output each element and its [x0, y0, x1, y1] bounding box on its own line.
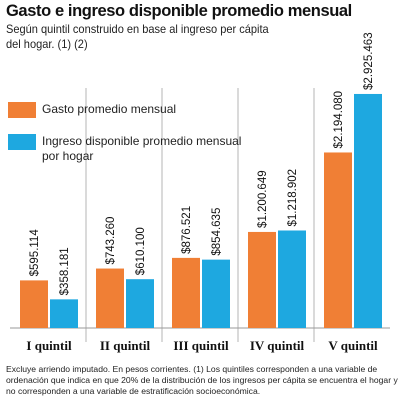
bar-ingreso-q3 [202, 259, 230, 328]
data-label-ingreso-q3: $854.635 [211, 208, 223, 256]
data-label-gasto-q3: $876.521 [181, 206, 193, 254]
bar-ingreso-q2 [126, 279, 154, 328]
bar-ingreso-q5 [354, 93, 382, 329]
legend-label-gasto: Gasto promedio mensual [42, 102, 177, 116]
bar-plot: $595.114 $358.181 I quintil $743.260 $610.10… [10, 32, 390, 353]
data-label-gasto-q4: $1.200.649 [257, 170, 269, 228]
data-label-ingreso-q4: $1.218.902 [287, 169, 299, 227]
data-label-gasto-q5: $2.194.080 [333, 91, 345, 149]
category-label-q3: III quintil [173, 338, 229, 353]
bar-gasto-q1 [20, 280, 48, 328]
legend-swatch-gasto [8, 102, 36, 118]
category-label-q2: II quintil [100, 338, 151, 353]
legend-swatch-ingreso [8, 134, 36, 150]
category-label-q5: V quintil [328, 338, 378, 353]
chart-subtitle: Según quintil construido en base al ingr… [6, 22, 269, 51]
bar-gasto-q3 [172, 257, 200, 328]
bar-ingreso-q1 [50, 299, 78, 328]
footnote: Excluye arriendo imputado. En pesos corr… [6, 364, 398, 396]
data-label-ingreso-q1: $358.181 [59, 247, 71, 295]
bar-ingreso-q4 [278, 230, 306, 328]
bar-gasto-q5 [324, 152, 352, 328]
legend-label-ingreso: Ingreso disponible promedio mensual por … [42, 134, 242, 163]
data-label-gasto-q2: $743.260 [105, 217, 117, 265]
category-label-q4: IV quintil [250, 338, 305, 353]
bar-gasto-q2 [96, 268, 124, 328]
category-label-q1: I quintil [26, 338, 72, 353]
data-label-ingreso-q2: $610.100 [135, 227, 147, 275]
data-label-gasto-q1: $595.114 [29, 229, 41, 277]
chart-title: Gasto e ingreso disponible promedio mens… [6, 2, 352, 20]
data-label-ingreso-q5: $2.925.463 [363, 32, 375, 90]
bar-gasto-q4 [248, 231, 276, 328]
